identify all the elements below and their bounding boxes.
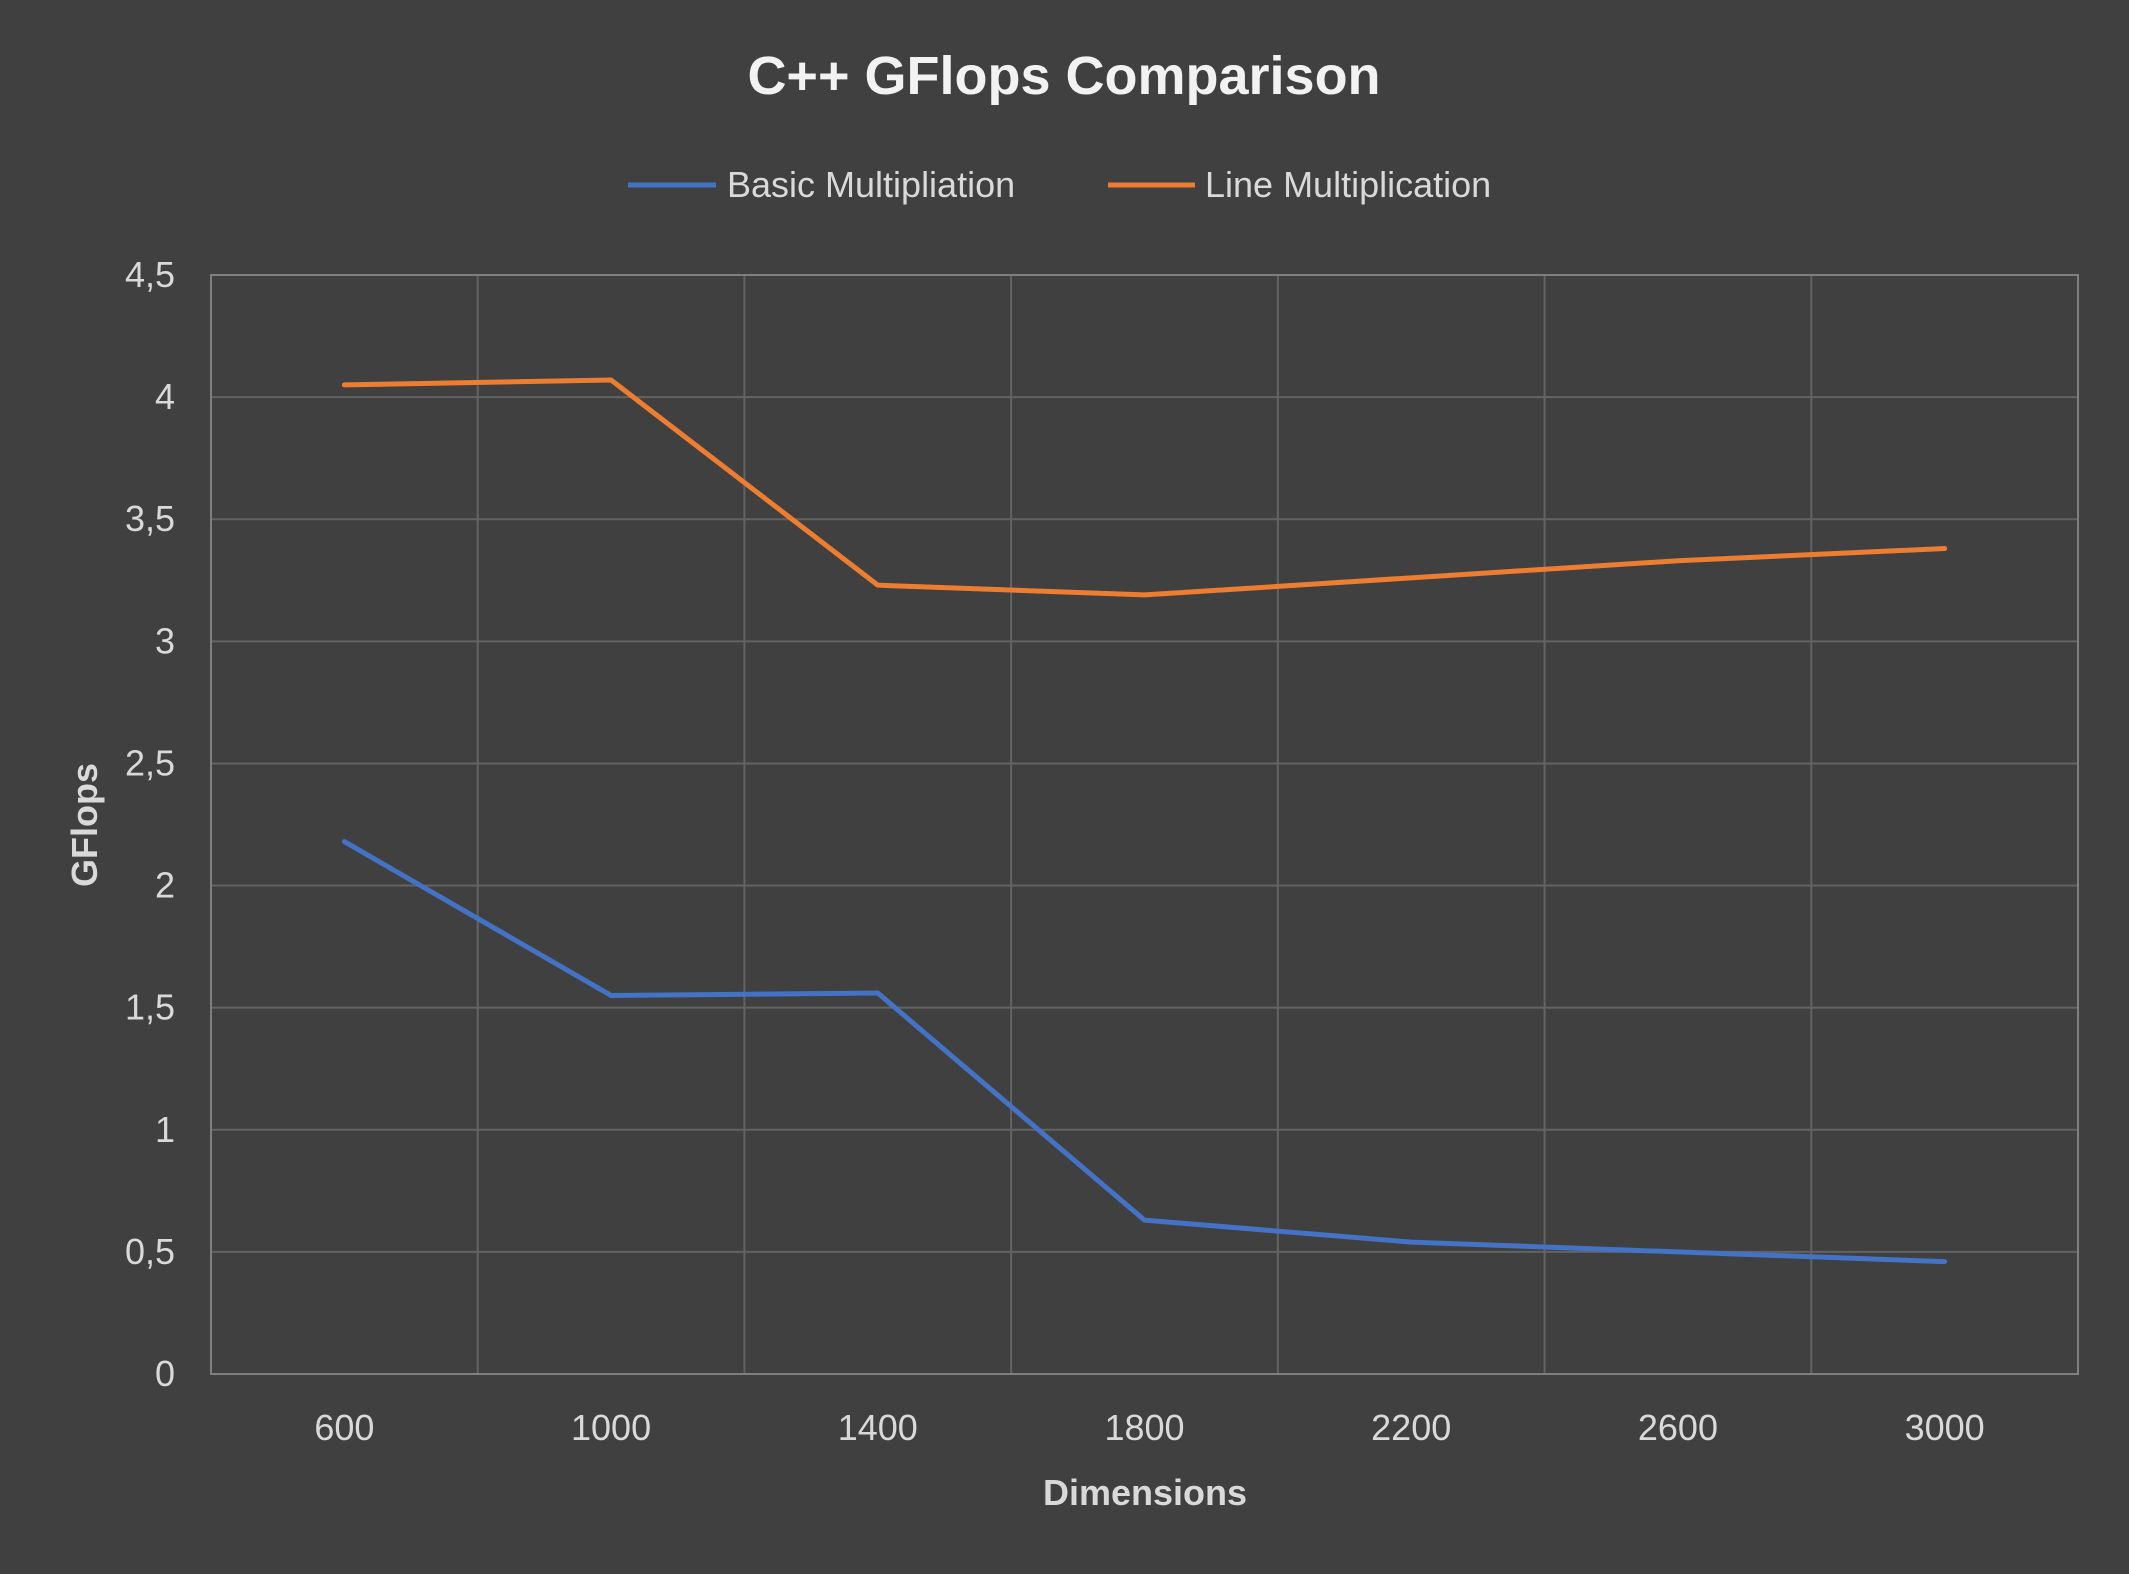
legend: Basic Multipliation Line Multiplication	[628, 164, 1491, 205]
x-tick-label: 1400	[838, 1407, 918, 1448]
y-tick-label: 4	[155, 376, 175, 417]
y-tick-label: 1	[155, 1109, 175, 1150]
x-tick-label: 1000	[571, 1407, 651, 1448]
x-axis-ticks: 600 1000 1400 1800 2200 2600 3000	[314, 1407, 1984, 1448]
legend-label-line: Line Multiplication	[1205, 164, 1491, 205]
series-line-basic-multipliation	[341, 839, 1948, 1265]
series-line-line-multiplication	[341, 377, 1948, 598]
x-axis-title: Dimensions	[1043, 1472, 1247, 1513]
y-tick-label: 0,5	[125, 1231, 175, 1272]
y-axis-title: GFlops	[64, 763, 105, 887]
legend-label-basic: Basic Multipliation	[727, 164, 1015, 205]
plot-area	[210, 274, 2079, 1375]
y-tick-label: 3	[155, 620, 175, 661]
y-tick-label: 0	[155, 1353, 175, 1394]
chart-title: C++ GFlops Comparison	[747, 46, 1380, 106]
y-tick-label: 3,5	[125, 498, 175, 539]
y-tick-label: 1,5	[125, 987, 175, 1028]
x-tick-label: 2200	[1371, 1407, 1451, 1448]
x-tick-label: 1800	[1104, 1407, 1184, 1448]
gridlines	[211, 274, 2078, 1374]
x-tick-label: 3000	[1905, 1407, 1985, 1448]
y-axis-ticks: 0 0,5 1 1,5 2 2,5 3 3,5 4 4,5	[125, 254, 175, 1394]
y-tick-label: 2,5	[125, 742, 175, 783]
series	[341, 377, 1948, 1265]
x-tick-label: 2600	[1638, 1407, 1718, 1448]
y-tick-label: 2	[155, 865, 175, 906]
x-tick-label: 600	[314, 1407, 374, 1448]
y-tick-label: 4,5	[125, 254, 175, 295]
